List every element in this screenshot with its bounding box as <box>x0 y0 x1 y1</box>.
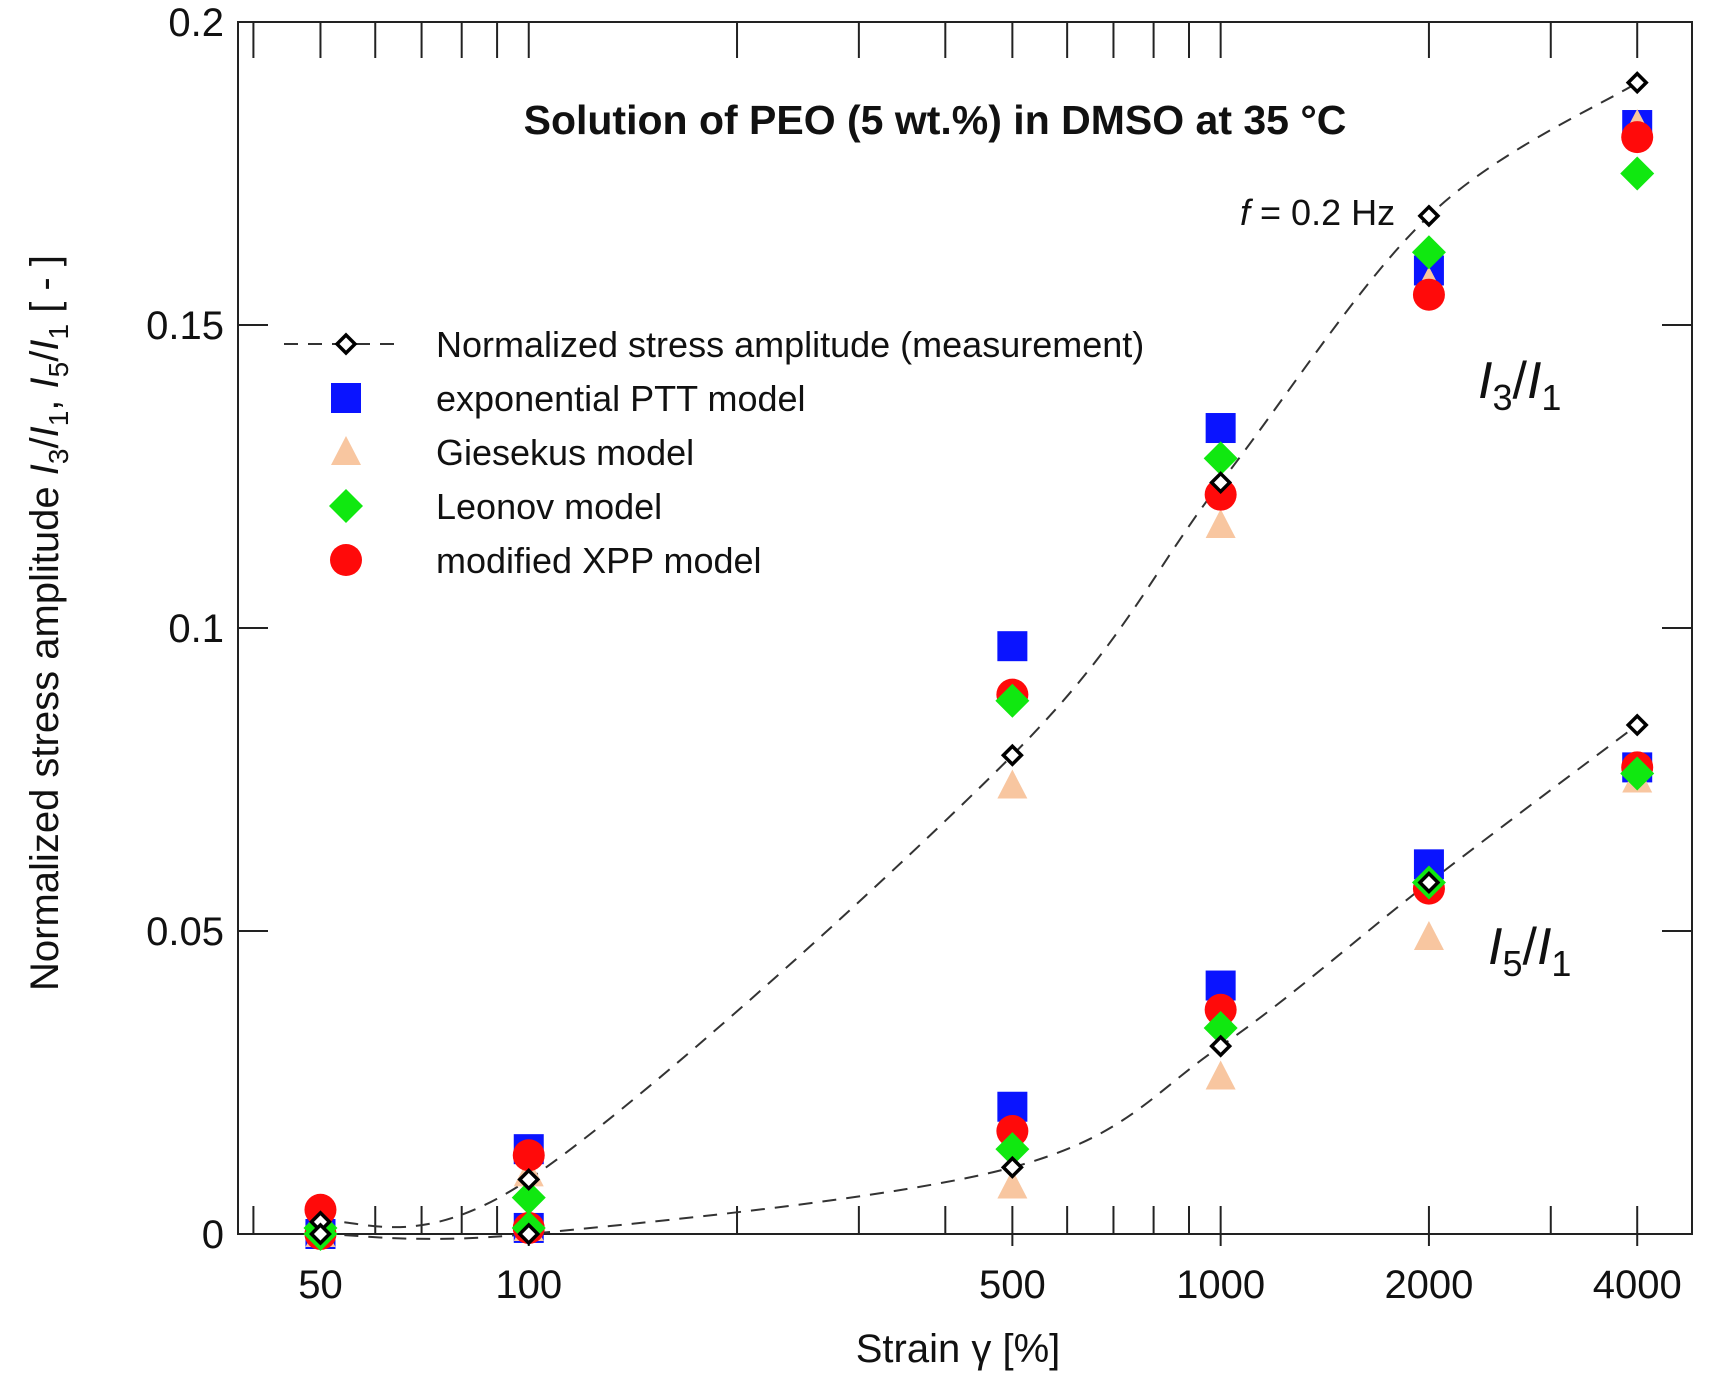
data-point <box>304 1193 337 1226</box>
data-point <box>996 1114 1029 1147</box>
data-point <box>308 1222 332 1246</box>
data-point <box>997 769 1028 799</box>
data-point <box>997 1169 1028 1199</box>
data-point <box>1413 921 1444 951</box>
data-point <box>995 683 1030 718</box>
data-point <box>1000 1155 1024 1179</box>
data-point <box>1000 743 1024 767</box>
x-tick-label: 100 <box>495 1263 562 1307</box>
chart-title: Solution of PEO (5 wt.%) in DMSO at 35 °… <box>524 97 1347 143</box>
legend-marker <box>329 489 363 523</box>
data-point <box>1625 713 1649 737</box>
y-tick-label: 0.2 <box>168 1 224 45</box>
legend-marker <box>331 436 361 465</box>
data-point <box>1417 871 1441 894</box>
data-point <box>1204 993 1237 1026</box>
legend-marker <box>334 332 358 356</box>
y-tick-label: 0.1 <box>168 607 224 651</box>
data-point <box>517 1167 541 1191</box>
data-point <box>1621 121 1654 154</box>
data-point <box>1205 508 1236 538</box>
i5-i1-annotation: I5/I1 <box>1488 918 1571 984</box>
data-point <box>511 1180 546 1215</box>
x-tick-label: 500 <box>979 1263 1046 1307</box>
data-point <box>1625 71 1649 95</box>
data-point <box>1205 413 1236 444</box>
legend-label: Normalized stress amplitude (measurement… <box>436 324 1144 365</box>
y-tick-label: 0.15 <box>146 304 224 348</box>
data-point <box>1412 278 1445 311</box>
data-point <box>512 1139 545 1172</box>
y-axis-label: Normalized stress amplitude I3/I1, I5/I1… <box>23 255 74 991</box>
frequency-annotation: f = 0.2 Hz <box>1240 192 1395 233</box>
x-axis-label: Strain γ [%] <box>856 1327 1061 1371</box>
data-point <box>1209 1034 1233 1058</box>
data-point <box>1203 441 1238 476</box>
legend-label: modified XPP model <box>436 540 762 581</box>
x-tick-label: 2000 <box>1384 1263 1473 1307</box>
data-point <box>1411 235 1446 270</box>
data-point <box>1620 156 1655 191</box>
data-point <box>1203 1010 1238 1045</box>
x-tick-label: 4000 <box>1593 1263 1682 1307</box>
legend-label: exponential PTT model <box>436 378 806 419</box>
data-point <box>1417 204 1441 228</box>
i3-i1-annotation: I3/I1 <box>1478 352 1561 418</box>
x-tick-label: 50 <box>298 1263 343 1307</box>
y-tick-label: 0 <box>202 1213 224 1257</box>
legend-marker <box>331 383 361 413</box>
y-tick-label: 0.05 <box>146 910 224 954</box>
legend-label: Giesekus model <box>436 432 694 473</box>
legend-label: Leonov model <box>436 486 662 527</box>
x-tick-label: 1000 <box>1176 1263 1265 1307</box>
data-point <box>995 1132 1030 1167</box>
data-point <box>997 631 1028 662</box>
data-point <box>517 1222 541 1246</box>
data-point <box>1620 756 1655 791</box>
data-point <box>1209 471 1233 495</box>
data-point <box>1205 1060 1236 1090</box>
measurement-line-i5 <box>320 724 1638 1240</box>
legend-marker <box>330 544 362 576</box>
data-point <box>1204 478 1237 511</box>
